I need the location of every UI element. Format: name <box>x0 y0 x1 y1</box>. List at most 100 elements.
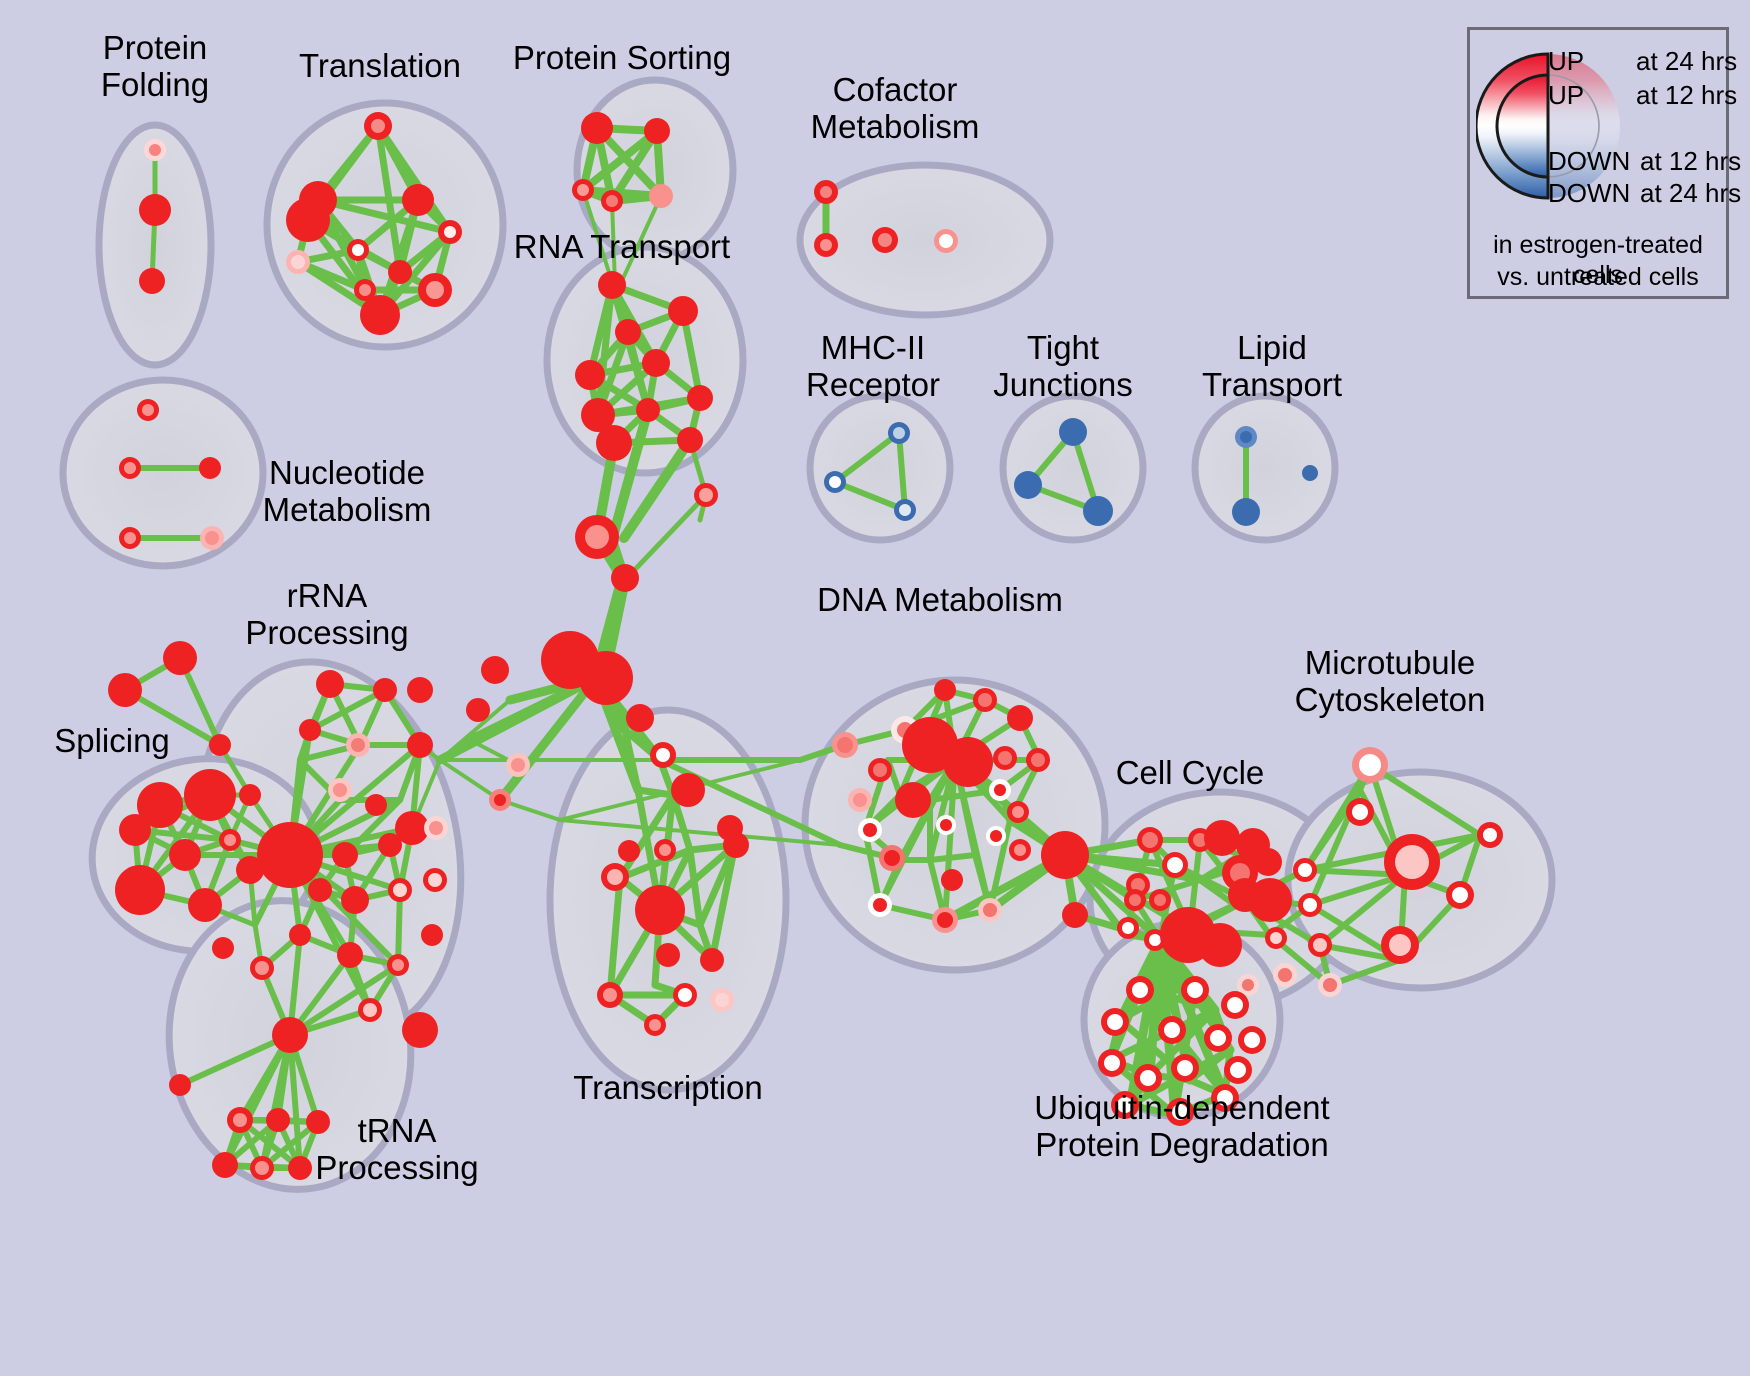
node <box>677 427 703 453</box>
node <box>407 732 433 758</box>
label-cofactor-metabolism: Cofactor Metabolism <box>810 71 980 145</box>
node <box>1293 858 1317 882</box>
node <box>119 457 141 479</box>
node <box>636 398 660 422</box>
node <box>144 139 166 161</box>
node <box>644 1014 666 1036</box>
node <box>1158 1016 1186 1044</box>
node <box>1198 923 1242 967</box>
node <box>832 732 858 758</box>
node <box>668 296 698 326</box>
node <box>239 784 261 806</box>
node <box>378 833 402 857</box>
node <box>694 483 718 507</box>
node <box>489 789 511 811</box>
node <box>723 832 749 858</box>
node <box>1352 747 1388 783</box>
node <box>1007 705 1033 731</box>
node <box>407 677 433 703</box>
node <box>373 678 397 702</box>
node <box>1211 1084 1239 1112</box>
node <box>581 112 613 144</box>
node <box>108 673 142 707</box>
node <box>137 782 183 828</box>
node <box>635 885 685 935</box>
node <box>212 1152 238 1178</box>
node <box>993 746 1017 770</box>
node <box>671 773 705 807</box>
node <box>579 651 633 705</box>
label-microtubule-cytoskeleton: Microtubule Cytoskeleton <box>1294 644 1486 718</box>
node <box>1014 471 1042 499</box>
label-rna-transport: RNA Transport <box>513 228 731 265</box>
node <box>364 112 392 140</box>
node <box>814 233 838 257</box>
node <box>615 319 641 345</box>
legend-time-0: at 24 hrs <box>1636 46 1738 76</box>
node <box>219 829 241 851</box>
node <box>1166 1098 1194 1126</box>
node <box>316 670 344 698</box>
hull-nucleotide <box>59 376 267 570</box>
node <box>597 982 623 1008</box>
node <box>1041 831 1089 879</box>
node <box>572 179 594 201</box>
node <box>418 273 452 307</box>
node <box>1446 881 1474 909</box>
node <box>115 865 165 915</box>
node <box>1111 1091 1139 1119</box>
node <box>1221 991 1249 1019</box>
label-rrna-processing: rRNA Processing <box>245 577 409 651</box>
node <box>650 742 676 768</box>
node <box>402 184 434 216</box>
node <box>1302 465 1318 481</box>
node <box>848 788 872 812</box>
node <box>169 1074 191 1096</box>
label-protein-folding: Protein Folding <box>100 29 210 103</box>
label-ubiquitin-degradation: Ubiquitin-dependent Protein Degradation <box>1034 1089 1330 1163</box>
node <box>1204 1024 1232 1052</box>
label-trna-processing: tRNA Processing <box>315 1112 479 1186</box>
node <box>1181 976 1209 1004</box>
node <box>299 719 321 741</box>
node <box>673 983 697 1007</box>
node <box>1224 1056 1252 1084</box>
node <box>1265 927 1287 949</box>
node <box>424 816 448 840</box>
label-dna-metabolism: DNA Metabolism <box>817 581 1063 618</box>
node <box>421 924 443 946</box>
label-splicing: Splicing <box>54 722 170 759</box>
node <box>250 1156 274 1180</box>
node <box>308 878 332 902</box>
node <box>1083 496 1113 526</box>
node <box>119 814 151 846</box>
node <box>272 1017 308 1053</box>
legend-footnote-line1: in estrogen-treated cells <box>1493 231 1703 289</box>
node <box>596 425 632 461</box>
node <box>481 656 509 684</box>
node <box>649 184 673 208</box>
node <box>1237 974 1259 996</box>
label-tight-junctions: Tight Junctions <box>993 329 1133 403</box>
node <box>337 942 363 968</box>
node <box>163 641 197 675</box>
node <box>700 948 724 972</box>
node <box>581 398 615 432</box>
node <box>139 194 171 226</box>
node <box>1308 933 1332 957</box>
node <box>212 937 234 959</box>
node <box>1117 917 1139 939</box>
node <box>286 250 310 274</box>
node <box>601 190 623 212</box>
node <box>209 734 231 756</box>
node <box>257 822 323 888</box>
node <box>184 769 236 821</box>
node <box>360 295 400 335</box>
node <box>973 688 997 712</box>
node <box>423 868 447 892</box>
node <box>354 279 376 301</box>
node <box>1346 798 1374 826</box>
node <box>236 856 264 884</box>
node <box>288 1156 312 1180</box>
